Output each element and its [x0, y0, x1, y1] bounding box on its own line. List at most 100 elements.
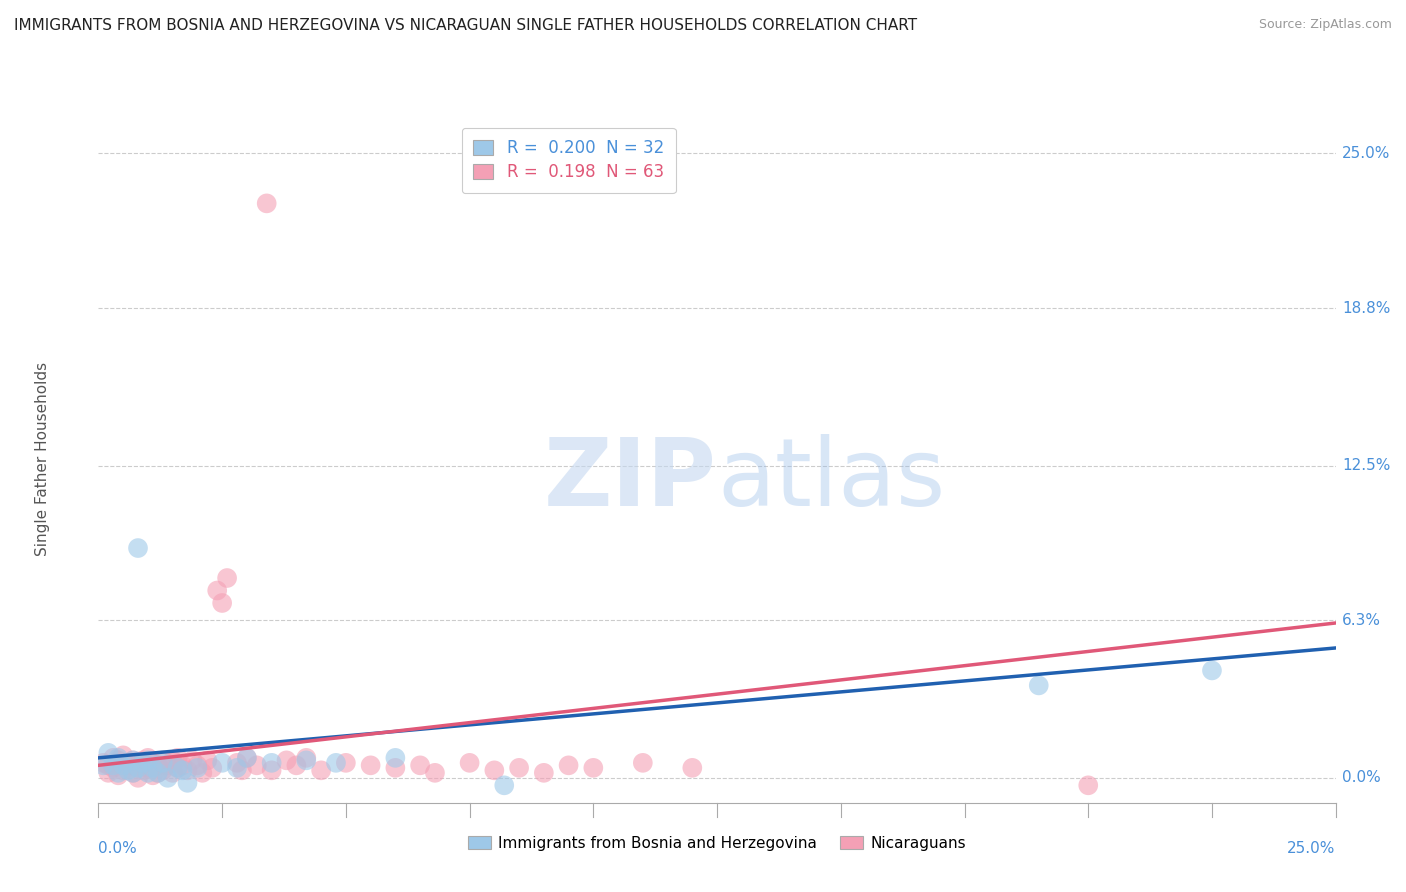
Point [142, 756, 165, 770]
Point [176, 764, 198, 778]
Point [136, 753, 159, 767]
Point [146, 765, 169, 780]
Point [122, 765, 145, 780]
Point [557, 758, 579, 772]
Point [103, 751, 125, 765]
Point [132, 753, 155, 767]
Text: 25.0%: 25.0% [1341, 146, 1391, 161]
Point [256, 196, 278, 211]
Point [132, 756, 155, 770]
Point [142, 761, 165, 775]
Point [384, 751, 406, 765]
Point [172, 758, 194, 772]
Point [142, 768, 165, 782]
Point [127, 541, 149, 555]
Point [162, 765, 184, 780]
Point [172, 764, 194, 778]
Point [122, 753, 145, 767]
Point [1201, 664, 1223, 678]
Point [195, 753, 218, 767]
Point [107, 768, 129, 782]
Point [186, 761, 208, 775]
Point [176, 776, 198, 790]
Point [152, 753, 174, 767]
Point [136, 765, 159, 780]
Point [136, 761, 159, 775]
Point [533, 765, 555, 780]
Point [335, 756, 357, 770]
Point [166, 761, 188, 775]
Point [127, 758, 149, 772]
Point [276, 753, 298, 767]
Point [236, 751, 259, 765]
Point [132, 764, 155, 778]
Text: 25.0%: 25.0% [1288, 840, 1336, 855]
Legend: Immigrants from Bosnia and Herzegovina, Nicaraguans: Immigrants from Bosnia and Herzegovina, … [461, 830, 973, 857]
Point [1028, 678, 1050, 692]
Point [205, 583, 228, 598]
Point [93, 756, 115, 770]
Point [181, 753, 204, 767]
Point [112, 758, 135, 772]
Text: 12.5%: 12.5% [1341, 458, 1391, 473]
Point [97, 758, 120, 772]
Point [146, 758, 169, 772]
Text: ZIP: ZIP [544, 434, 717, 526]
Point [117, 758, 139, 772]
Text: 0.0%: 0.0% [1341, 771, 1381, 785]
Text: 18.8%: 18.8% [1341, 301, 1391, 316]
Point [484, 764, 506, 778]
Point [295, 753, 318, 767]
Point [146, 765, 169, 780]
Point [107, 765, 129, 780]
Text: IMMIGRANTS FROM BOSNIA AND HERZEGOVINA VS NICARAGUAN SINGLE FATHER HOUSEHOLDS CO: IMMIGRANTS FROM BOSNIA AND HERZEGOVINA V… [14, 18, 917, 33]
Point [211, 756, 233, 770]
Point [107, 753, 129, 767]
Point [260, 756, 283, 770]
Text: atlas: atlas [717, 434, 945, 526]
Point [103, 758, 125, 772]
Point [409, 758, 432, 772]
Point [93, 758, 115, 772]
Point [384, 761, 406, 775]
Point [260, 764, 283, 778]
Point [122, 765, 145, 780]
Text: Source: ZipAtlas.com: Source: ZipAtlas.com [1258, 18, 1392, 31]
Point [246, 758, 269, 772]
Point [103, 761, 125, 775]
Point [226, 761, 249, 775]
Point [360, 758, 382, 772]
Point [458, 756, 481, 770]
Point [1077, 778, 1099, 792]
Point [156, 758, 179, 772]
Point [211, 596, 233, 610]
Point [226, 756, 249, 770]
Point [285, 758, 308, 772]
Point [152, 764, 174, 778]
Text: 0.0%: 0.0% [98, 840, 138, 855]
Point [97, 746, 120, 760]
Point [112, 764, 135, 778]
Point [201, 761, 224, 775]
Point [112, 748, 135, 763]
Point [325, 756, 347, 770]
Point [97, 765, 120, 780]
Point [166, 761, 188, 775]
Point [162, 753, 184, 767]
Point [127, 771, 149, 785]
Point [107, 751, 129, 765]
Text: 6.3%: 6.3% [1341, 613, 1381, 628]
Point [681, 761, 703, 775]
Point [191, 765, 214, 780]
Point [582, 761, 605, 775]
Point [156, 771, 179, 785]
Point [122, 753, 145, 767]
Point [186, 758, 208, 772]
Point [309, 764, 332, 778]
Point [295, 751, 318, 765]
Point [127, 761, 149, 775]
Point [166, 751, 188, 765]
Point [217, 571, 239, 585]
Point [136, 751, 159, 765]
Point [423, 765, 446, 780]
